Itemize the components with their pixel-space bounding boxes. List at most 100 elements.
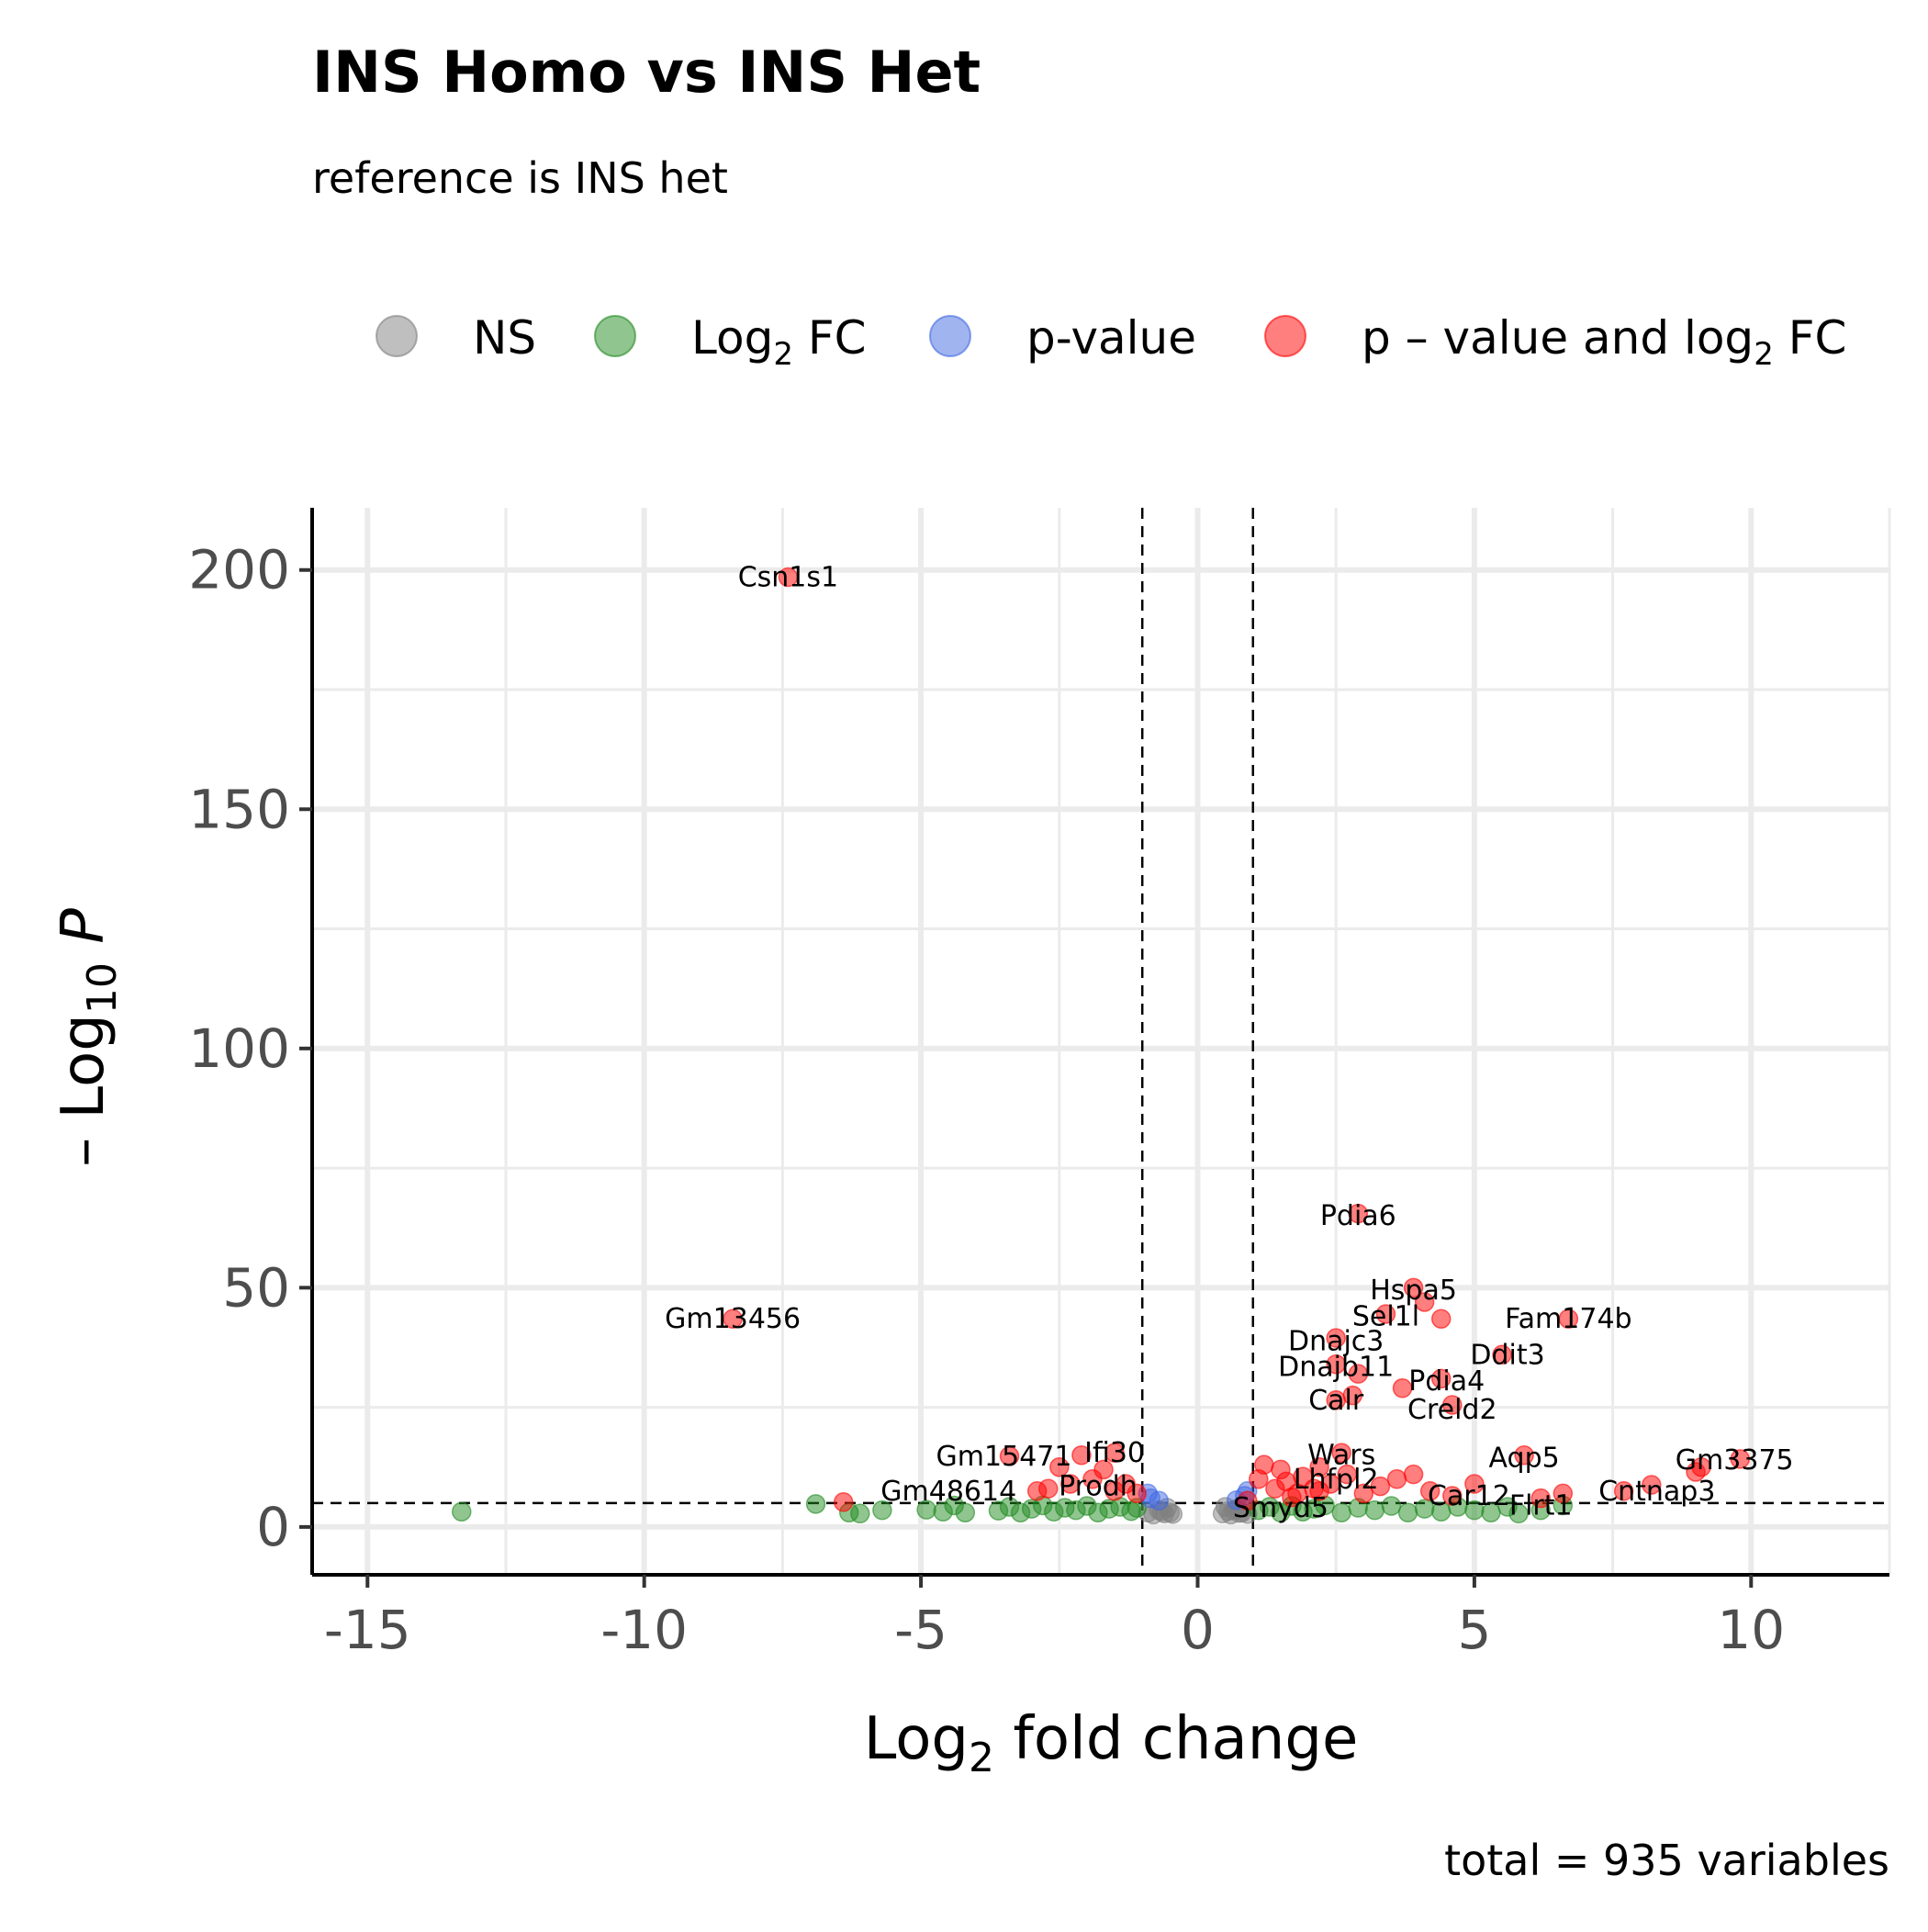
legend-label: p-value [1026, 311, 1196, 365]
data-point [1348, 1203, 1369, 1224]
data-point [1381, 1496, 1402, 1516]
data-point [1237, 1490, 1258, 1511]
data-point [1071, 1444, 1092, 1466]
data-point [1403, 1277, 1424, 1298]
legend-key [929, 315, 971, 357]
gridlines [312, 508, 1891, 1575]
x-tick-label: 10 [1717, 1599, 1785, 1661]
point-label: Pdia4 [1408, 1365, 1485, 1398]
data-point [1127, 1483, 1147, 1504]
data-point [999, 1446, 1020, 1466]
data-point [1397, 1502, 1418, 1523]
data-point [1552, 1483, 1574, 1504]
legend: NS Log2 FC p-value p – value and log2 FC [376, 311, 1846, 373]
point-label: Ddit3 [1470, 1339, 1544, 1371]
x-axis-title: Log2 fold change [864, 1705, 1359, 1781]
legend-label: p – value and log2 FC [1362, 311, 1846, 373]
data-point [850, 1503, 870, 1524]
data-point [1364, 1500, 1385, 1521]
chart-title: INS Homo vs INS Het [312, 39, 981, 106]
data-point [1348, 1364, 1369, 1384]
data-point [1508, 1503, 1529, 1524]
data-point [1414, 1292, 1435, 1312]
data-point [723, 1309, 743, 1329]
y-tick-label: 50 [222, 1256, 290, 1319]
legend-key [376, 315, 418, 357]
point-label: Dnajb11 [1278, 1351, 1394, 1383]
data-point [1430, 1309, 1452, 1329]
legend-label: NS [473, 311, 536, 365]
data-point [1254, 1455, 1274, 1475]
data-point [1370, 1476, 1391, 1497]
data-point [1386, 1469, 1407, 1489]
data-point [1492, 1344, 1512, 1365]
data-point [1403, 1464, 1424, 1485]
data-points [452, 567, 1750, 1525]
data-point [1442, 1395, 1463, 1415]
point-label: Lhfpl2 [1294, 1464, 1379, 1496]
data-point [1613, 1481, 1634, 1501]
data-point [1326, 1354, 1346, 1375]
data-point [1442, 1486, 1463, 1506]
point-label: Pdia6 [1320, 1200, 1396, 1232]
data-point [833, 1492, 854, 1512]
point-label: Fam174b [1505, 1303, 1631, 1335]
point-label: Smyd5 [1233, 1492, 1328, 1524]
data-point [1464, 1474, 1485, 1494]
point-label: Car12 [1428, 1480, 1510, 1512]
data-point [1392, 1378, 1413, 1398]
data-point [452, 1501, 472, 1522]
point-label: Creld2 [1407, 1394, 1497, 1426]
data-point [1375, 1304, 1396, 1324]
axes [310, 508, 1889, 1577]
data-point [1730, 1449, 1750, 1469]
data-point [1642, 1475, 1662, 1495]
x-tick-label: -5 [894, 1599, 947, 1661]
point-label: Cntnap3 [1598, 1476, 1715, 1508]
data-point [1419, 1481, 1440, 1501]
legend-label: Log2 FC [691, 311, 867, 373]
legend-key [1264, 315, 1306, 357]
legend-key [594, 315, 636, 357]
y-tick-label: 100 [188, 1017, 290, 1080]
point-label: Gm3375 [1676, 1444, 1794, 1477]
data-point [1331, 1502, 1351, 1523]
x-tick-label: -10 [600, 1599, 688, 1661]
y-tick-label: 0 [256, 1496, 290, 1558]
data-point [1309, 1457, 1329, 1477]
data-point [805, 1494, 826, 1514]
point-label: Gm13456 [665, 1303, 801, 1335]
chart-caption: total = 935 variables [1444, 1836, 1889, 1885]
data-point [1558, 1309, 1579, 1329]
point-label: Ifi30 [1084, 1437, 1145, 1469]
data-point [1037, 1478, 1059, 1499]
data-point [872, 1500, 892, 1521]
data-point [1309, 1481, 1329, 1501]
data-point [778, 567, 799, 588]
point-label: Csn1s1 [738, 562, 838, 594]
data-point [955, 1502, 976, 1523]
data-point [1530, 1488, 1551, 1509]
point-label: Aqp5 [1489, 1442, 1560, 1474]
point-label: Wars [1307, 1440, 1375, 1472]
y-tick-label: 200 [188, 539, 290, 601]
chart-subtitle: reference is INS het [312, 153, 728, 203]
data-point [1430, 1368, 1452, 1389]
y-axis-title: – Log10 P [50, 908, 126, 1167]
point-label: Flrt1 [1509, 1489, 1573, 1522]
data-point [1337, 1464, 1357, 1485]
point-label: Gm15471 [936, 1441, 1072, 1473]
data-point [1326, 1328, 1346, 1348]
data-point [1049, 1457, 1070, 1477]
data-point [1093, 1459, 1114, 1480]
data-point [1162, 1504, 1183, 1524]
x-tick-label: 0 [1181, 1599, 1215, 1661]
point-label: Gm48614 [880, 1476, 1016, 1508]
x-tick-label: 5 [1457, 1599, 1491, 1661]
data-point [1514, 1444, 1534, 1466]
data-point [1104, 1443, 1125, 1463]
point-label: Sel1l [1352, 1301, 1419, 1333]
